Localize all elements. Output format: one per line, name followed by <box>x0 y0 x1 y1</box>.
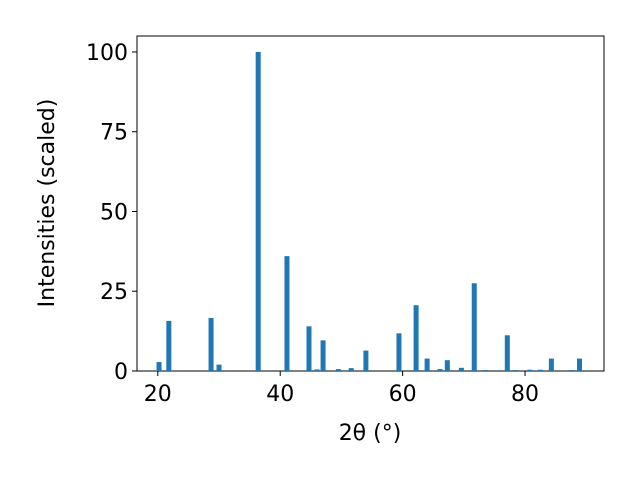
bar <box>166 320 172 371</box>
bar <box>335 369 341 371</box>
x-tick-label: 80 <box>511 382 539 407</box>
y-tick-label: 100 <box>86 41 128 66</box>
bar <box>396 333 402 371</box>
y-tick-label: 25 <box>100 280 128 305</box>
bar <box>363 350 369 371</box>
bar <box>348 368 354 371</box>
bar <box>320 340 326 371</box>
y-tick-label: 0 <box>114 360 128 385</box>
y-tick-label: 75 <box>100 121 128 146</box>
bar <box>306 326 312 371</box>
axes-frame <box>136 35 605 372</box>
bar <box>471 283 477 371</box>
bar <box>156 362 162 371</box>
bar <box>527 369 533 371</box>
bar <box>504 335 510 371</box>
x-tick-label: 60 <box>389 382 417 407</box>
x-axis-label: 2θ (°) <box>339 421 402 446</box>
bar <box>314 369 320 371</box>
bar <box>458 367 464 371</box>
bar <box>569 370 575 371</box>
bar <box>424 358 430 371</box>
y-tick-label: 50 <box>100 200 128 225</box>
bar <box>577 358 583 371</box>
x-tick-label: 40 <box>266 382 294 407</box>
bar <box>537 369 543 371</box>
bar <box>437 369 443 371</box>
bar <box>413 305 419 371</box>
bar <box>548 358 554 371</box>
bar <box>444 360 450 371</box>
bar <box>284 256 290 371</box>
bar <box>208 318 214 371</box>
bar <box>255 51 261 371</box>
x-tick-label: 20 <box>144 382 172 407</box>
y-axis-label: Intensities (scaled) <box>35 99 60 308</box>
bar <box>512 370 518 371</box>
bar <box>482 370 488 371</box>
bar <box>216 364 222 371</box>
